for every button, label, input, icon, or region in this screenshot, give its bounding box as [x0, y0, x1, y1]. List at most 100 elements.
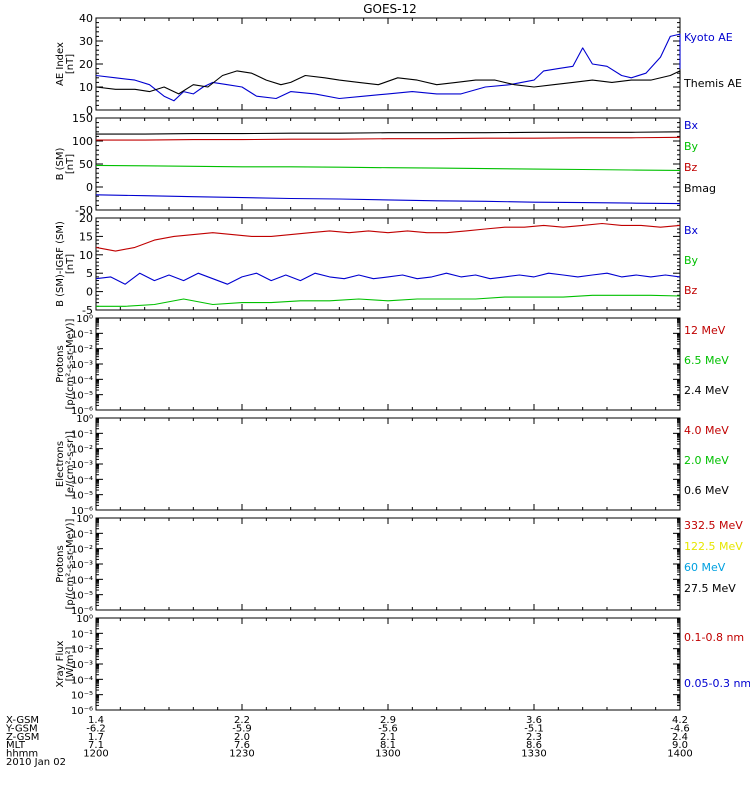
y-tick-label: 100	[72, 135, 93, 148]
legend-entry-bmag: Bmag	[684, 182, 716, 195]
y-tick-label: 10⁻⁶	[71, 606, 93, 617]
y-tick-label: 10⁻²	[71, 545, 93, 556]
x-row-value: -4.6	[670, 723, 690, 734]
legend-entry-27-5-mev: 27.5 MeV	[684, 582, 736, 595]
x-row-value: 8.1	[380, 740, 396, 751]
legend-entry-by: By	[684, 140, 699, 153]
y-axis-label: [nT]	[65, 154, 76, 174]
x-row-value: 2.1	[380, 732, 396, 743]
legend-entry-6-5-mev: 6.5 MeV	[684, 354, 729, 367]
legend-entry-0-05-0-3-nm: 0.05-0.3 nm	[684, 677, 750, 690]
series-line-by	[96, 294, 681, 307]
x-row-value: 3.6	[526, 715, 542, 726]
y-tick-label: 10⁻²	[71, 445, 93, 456]
x-row-value: 8.6	[526, 740, 542, 751]
y-axis-label: [p/(cm²-s-sr-MeV)]	[65, 518, 76, 609]
y-tick-label: 20	[79, 58, 93, 71]
date-label: 2010 Jan 02	[6, 757, 66, 768]
legend-entry-12-mev: 12 MeV	[684, 324, 726, 337]
y-tick-label: 0	[86, 104, 93, 117]
chart-title: GOES-12	[363, 2, 417, 16]
y-tick-label: 10⁻²	[71, 645, 93, 656]
y-axis-label: B (SM)	[55, 147, 66, 180]
y-tick-label: 10⁻⁴	[71, 575, 93, 586]
series-line-themis-ae	[95, 70, 681, 95]
legend-entry-bx: Bx	[684, 224, 699, 237]
y-tick-label: 10⁰	[76, 414, 93, 425]
panel-frame	[95, 417, 681, 511]
x-row-value: 7.6	[234, 740, 250, 751]
y-tick-label: 10⁻³	[71, 360, 93, 371]
x-row-value: 2.3	[526, 732, 542, 743]
y-tick-label: 10⁻³	[71, 460, 93, 471]
x-row-value: 1400	[667, 749, 692, 760]
y-tick-label: 10⁻⁴	[71, 475, 93, 486]
y-axis-label: [nT]	[65, 254, 76, 274]
y-axis-label: [p/(cm²-s-sr-MeV)]	[65, 318, 76, 409]
panel-b_sm: -50 0 50 100 150 B (SM) [nT] Bx By Bz Bmag	[55, 112, 716, 217]
series-line-bmag	[96, 131, 681, 135]
panel-frame	[95, 317, 681, 411]
y-axis-label: [e/(cm²-s-sr)]	[65, 431, 76, 497]
series-line-bx	[95, 272, 681, 285]
y-tick-label: 30	[79, 35, 93, 48]
y-tick-label: 0	[86, 181, 93, 194]
x-row-label: hhmm	[6, 749, 38, 760]
panel-xray: 10⁰ 10⁻¹ 10⁻² 10⁻³ 10⁻⁴ 10⁻⁵ 10⁻⁶ Xray Flux [W/m…	[55, 614, 750, 717]
y-tick-label: 20	[79, 212, 93, 225]
y-axis-label: B (SM)-IGRF (SM)	[55, 221, 66, 307]
y-axis-label: [nT]	[65, 54, 76, 74]
legend-entry-0-1-0-8-nm: 0.1-0.8 nm	[684, 631, 744, 644]
y-tick-label: 10⁰	[76, 614, 93, 625]
x-row-value: 1.4	[88, 715, 104, 726]
x-row-label: Z-GSM	[6, 732, 39, 743]
legend-entry-bx: Bx	[684, 119, 699, 132]
x-row-value: 2.0	[234, 732, 250, 743]
x-row-value: 2.2	[234, 715, 250, 726]
series-line-bz	[95, 222, 681, 252]
y-tick-label: 10⁻¹	[71, 329, 93, 340]
y-tick-label: 15	[79, 230, 93, 243]
panel-protons_high: 10⁰ 10⁻¹ 10⁻² 10⁻³ 10⁻⁴ 10⁻⁵ 10⁻⁶ Protons [p/(cm…	[55, 514, 743, 617]
y-tick-label: 10⁻¹	[71, 629, 93, 640]
y-tick-label: 10⁻⁵	[71, 491, 93, 502]
y-tick-label: 10⁻¹	[71, 429, 93, 440]
x-row-value: 1300	[375, 749, 400, 760]
y-tick-label: 10⁰	[76, 514, 93, 525]
y-tick-label: 10⁻⁶	[71, 506, 93, 517]
y-tick-label: 10⁻⁴	[71, 675, 93, 686]
legend-entry-kyoto-ae: Kyoto AE	[684, 31, 733, 44]
x-row-value: 1.7	[88, 732, 104, 743]
legend-entry-themis-ae: Themis AE	[683, 77, 742, 90]
x-row-value: -5.9	[232, 723, 252, 734]
series-line-bx	[95, 194, 681, 205]
y-axis-label: Xray Flux	[55, 640, 66, 687]
x-row-value: -5.1	[524, 723, 544, 734]
x-row-label: X-GSM	[6, 715, 39, 726]
x-row-value: 2.4	[672, 732, 688, 743]
y-tick-label: 10⁻²	[71, 345, 93, 356]
y-tick-label: 10⁻⁴	[71, 375, 93, 386]
x-row-value: -6.2	[86, 723, 106, 734]
legend-entry-bz: Bz	[684, 284, 698, 297]
legend-entry-60-mev: 60 MeV	[684, 561, 726, 574]
y-tick-label: 40	[79, 12, 93, 25]
y-tick-label: 10	[79, 81, 93, 94]
y-tick-label: 0	[86, 286, 93, 299]
y-tick-label: 10⁻¹	[71, 529, 93, 540]
y-tick-label: 10⁰	[76, 314, 93, 325]
y-tick-label: 10⁻³	[71, 560, 93, 571]
y-tick-label: 10⁻⁶	[71, 706, 93, 717]
y-axis-label: Protons	[55, 345, 66, 382]
legend-entry-bz: Bz	[684, 161, 698, 174]
y-tick-label: 10⁻⁶	[71, 406, 93, 417]
panel-frame	[95, 217, 681, 311]
series-line-by	[95, 164, 681, 171]
y-tick-label: 10⁻⁵	[71, 391, 93, 402]
x-row-label: Y-GSM	[5, 723, 38, 734]
x-axis-annotation: X-GSM 1.4 2.2 2.9 3.6 4.2 Y-GSM -6.2 -5.9 -5.6 -5.…	[5, 715, 693, 768]
y-tick-label: 10⁻⁵	[71, 591, 93, 602]
legend-entry-by: By	[684, 254, 699, 267]
